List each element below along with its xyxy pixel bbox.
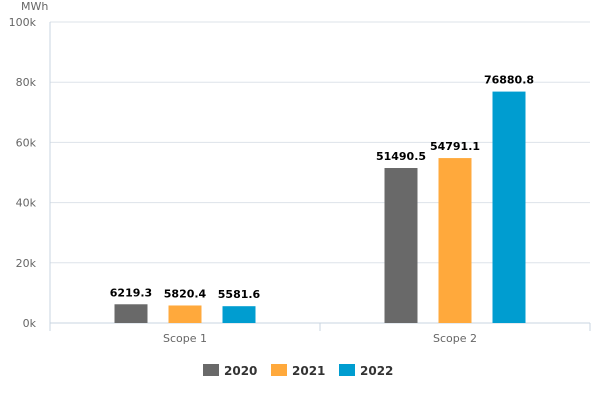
legend-label: 2020 xyxy=(224,364,257,378)
bar-2022 xyxy=(222,306,256,323)
legend: 2020 2021 2022 xyxy=(203,364,393,378)
bars xyxy=(114,91,526,323)
x-axis-ticks: Scope 1 Scope 2 xyxy=(49,323,591,345)
y-tick-label: 100k xyxy=(9,16,37,29)
bar-2021 xyxy=(168,305,202,323)
legend-label: 2021 xyxy=(292,364,325,378)
bar-2022 xyxy=(492,91,526,323)
data-label: 51490.5 xyxy=(376,150,426,163)
x-tick-label: Scope 2 xyxy=(433,332,477,345)
y-tick-label: 40k xyxy=(16,197,37,210)
y-tick-label: 0k xyxy=(23,317,37,330)
legend-swatch-2022 xyxy=(339,364,355,376)
data-label: 76880.8 xyxy=(484,74,534,87)
data-label: 5820.4 xyxy=(164,287,207,300)
bar-2021 xyxy=(438,158,472,323)
y-tick-label: 80k xyxy=(16,76,37,89)
y-axis-ticks: 0k 20k 40k 60k 80k 100k xyxy=(9,16,37,330)
data-label: 5581.6 xyxy=(218,288,261,301)
bar-2020 xyxy=(384,168,418,323)
y-tick-label: 20k xyxy=(16,257,37,270)
legend-swatch-2021 xyxy=(271,364,287,376)
legend-swatch-2020 xyxy=(203,364,219,376)
data-label: 54791.1 xyxy=(430,140,480,153)
data-labels: 6219.3 5820.4 5581.6 51490.5 54791.1 76880.8 xyxy=(110,74,534,302)
y-tick-label: 60k xyxy=(16,136,37,149)
y-axis-unit-label: MWh xyxy=(21,0,48,13)
x-tick-label: Scope 1 xyxy=(163,332,207,345)
data-label: 6219.3 xyxy=(110,286,152,299)
legend-label: 2022 xyxy=(360,364,393,378)
bar-2020 xyxy=(114,304,148,323)
